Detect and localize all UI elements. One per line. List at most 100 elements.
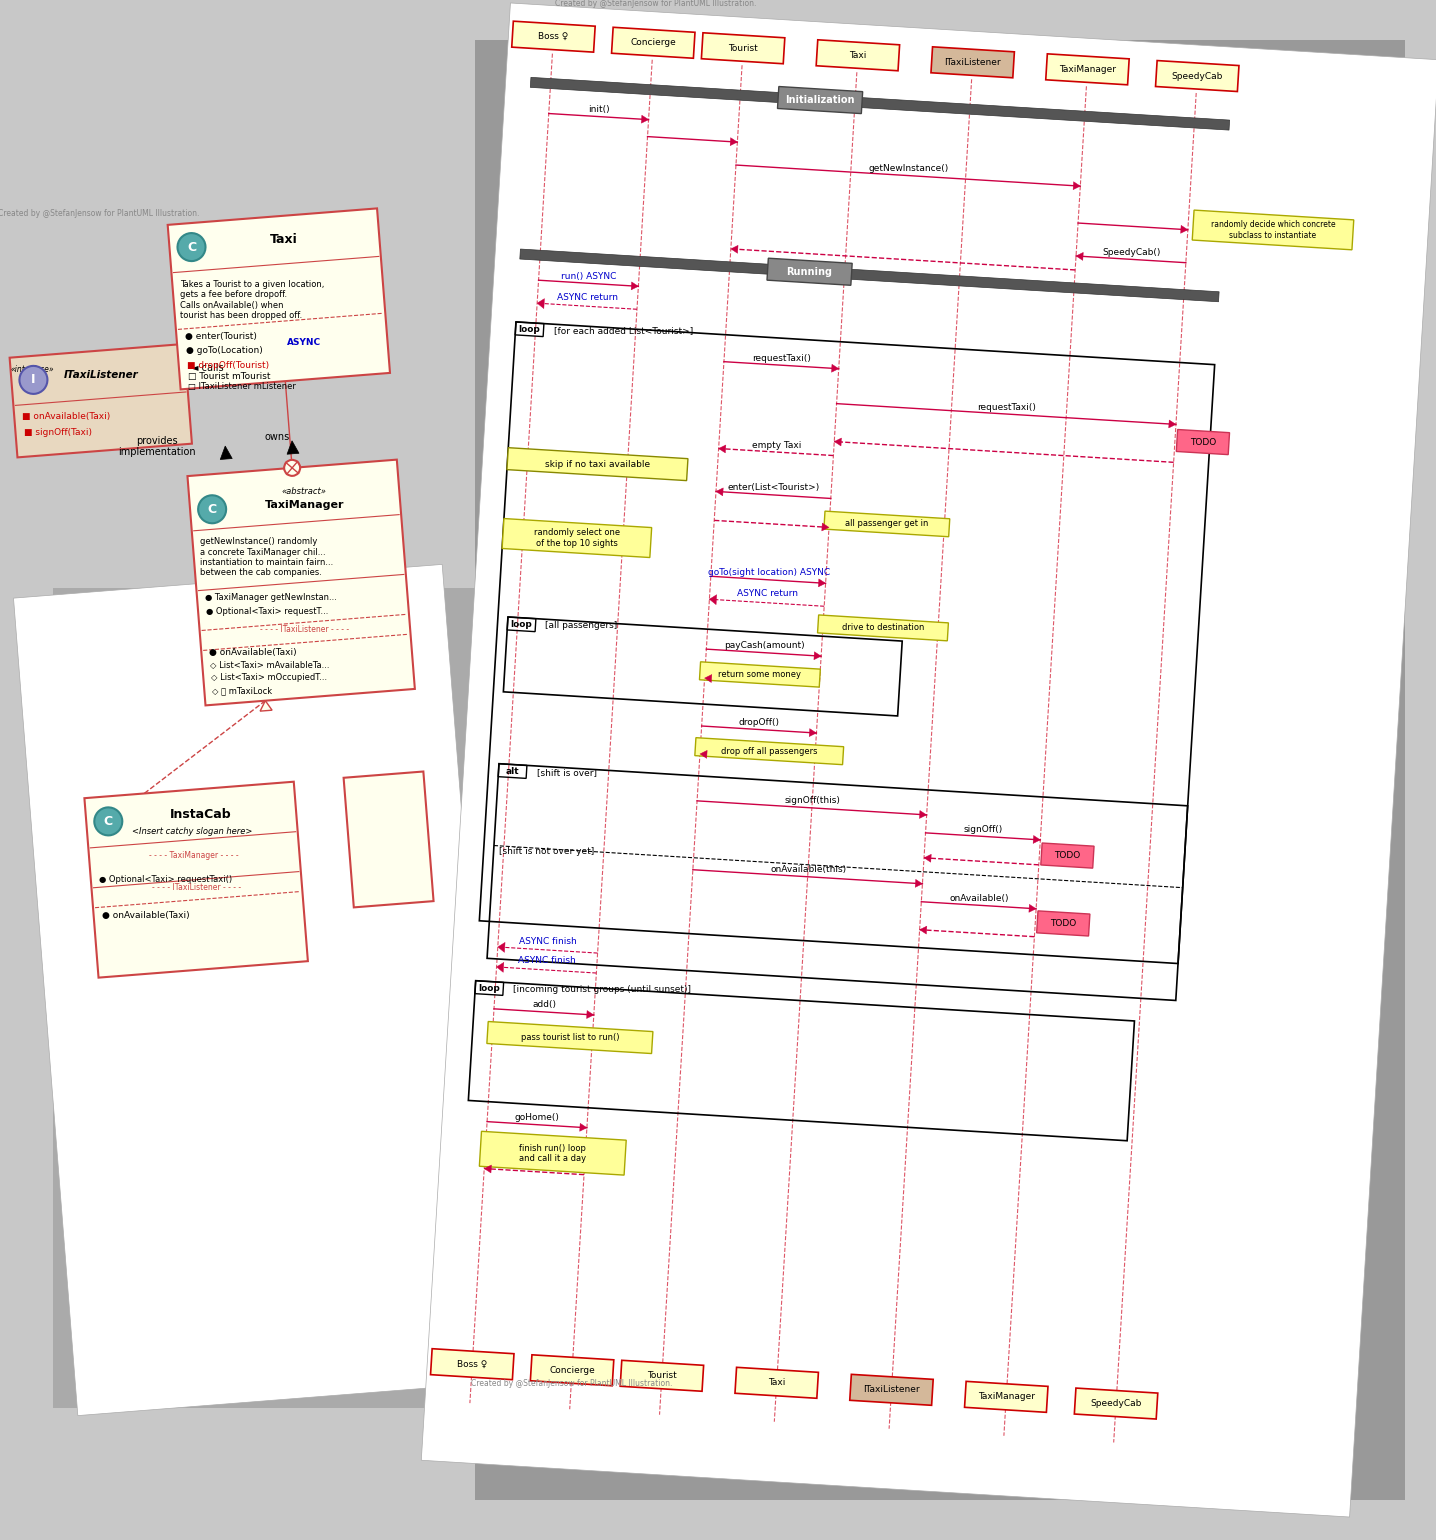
Text: ◇ ⚿ mTaxiLock: ◇ ⚿ mTaxiLock — [213, 687, 273, 696]
Text: I: I — [32, 373, 36, 387]
Bar — [421, 3, 1436, 1517]
Bar — [695, 738, 844, 765]
Polygon shape — [814, 651, 821, 659]
Polygon shape — [810, 728, 817, 736]
Text: dropOff(): dropOff() — [740, 718, 780, 727]
Polygon shape — [586, 1010, 595, 1018]
Bar — [777, 86, 863, 114]
Polygon shape — [834, 437, 841, 447]
Circle shape — [95, 807, 122, 835]
Text: [shift is not over yet]: [shift is not over yet] — [498, 847, 595, 856]
Bar — [487, 1021, 653, 1053]
Polygon shape — [260, 701, 271, 711]
Polygon shape — [642, 116, 649, 123]
Text: finish run() loop
and call it a day: finish run() loop and call it a day — [520, 1144, 586, 1163]
Polygon shape — [484, 1164, 491, 1173]
Text: ● Optional<Taxi> requestTaxi(): ● Optional<Taxi> requestTaxi() — [99, 875, 233, 884]
Text: Taxi: Taxi — [849, 51, 866, 60]
Polygon shape — [497, 962, 504, 972]
Polygon shape — [709, 594, 717, 605]
Text: ITaxiListener: ITaxiListener — [945, 59, 1001, 66]
Text: all passenger get in: all passenger get in — [846, 519, 929, 528]
Polygon shape — [699, 750, 707, 758]
Text: requestTaxi(): requestTaxi() — [752, 354, 811, 363]
Text: TaxiManager: TaxiManager — [1058, 65, 1116, 74]
Bar — [1037, 910, 1090, 936]
Bar — [516, 322, 544, 337]
Text: TaxiManager: TaxiManager — [978, 1392, 1035, 1401]
Bar — [498, 764, 527, 778]
Text: ■ signOff(Taxi): ■ signOff(Taxi) — [23, 428, 92, 437]
Bar — [520, 249, 1219, 302]
Text: return some money: return some money — [718, 670, 801, 679]
Text: □ ITaxiListener mListener: □ ITaxiListener mListener — [188, 382, 296, 391]
Bar — [10, 343, 192, 457]
Text: loop: loop — [518, 325, 540, 334]
Text: ITaxiListener: ITaxiListener — [63, 370, 139, 379]
Bar — [1074, 1388, 1157, 1418]
Polygon shape — [220, 447, 233, 459]
Text: alt: alt — [505, 767, 520, 776]
Text: randomly decide which concrete
subclass to instantiate: randomly decide which concrete subclass … — [1211, 220, 1335, 240]
Bar — [530, 77, 1229, 129]
Text: loop: loop — [511, 619, 533, 628]
Polygon shape — [819, 579, 826, 587]
Text: TODO: TODO — [1050, 919, 1077, 929]
Text: TODO: TODO — [1190, 437, 1216, 447]
Bar — [620, 1360, 704, 1391]
Text: ● enter(Tourist): ● enter(Tourist) — [185, 333, 257, 342]
Text: ● onAvailable(Taxi): ● onAvailable(Taxi) — [210, 648, 297, 658]
Text: provides
implementation: provides implementation — [118, 436, 195, 457]
Text: InstaCab: InstaCab — [171, 807, 231, 821]
Polygon shape — [580, 1123, 587, 1132]
Text: ■ onAvailable(Taxi): ■ onAvailable(Taxi) — [23, 413, 111, 422]
Text: «interface»: «interface» — [11, 365, 55, 374]
Text: Boss ♀: Boss ♀ — [457, 1360, 487, 1369]
Polygon shape — [287, 440, 299, 454]
Text: onAvailable(this): onAvailable(this) — [770, 865, 846, 875]
Bar — [1156, 60, 1239, 91]
Polygon shape — [1073, 182, 1080, 189]
Text: Concierge: Concierge — [630, 38, 676, 48]
Bar — [475, 40, 1404, 1500]
Text: [for each added List<Tourist>]: [for each added List<Tourist>] — [553, 326, 692, 336]
Text: goHome(): goHome() — [516, 1113, 560, 1123]
Bar — [53, 588, 482, 1408]
Polygon shape — [919, 810, 926, 818]
Text: randomly select one
of the top 10 sights: randomly select one of the top 10 sights — [534, 528, 620, 548]
Text: Created by @StefanJensow for PlantUML Illustration.: Created by @StefanJensow for PlantUML Il… — [471, 1378, 672, 1388]
Polygon shape — [915, 879, 922, 887]
Text: skip if no taxi available: skip if no taxi available — [544, 459, 651, 468]
Bar — [701, 32, 785, 63]
Text: pass tourist list to run(): pass tourist list to run() — [521, 1033, 619, 1043]
Bar — [824, 511, 949, 537]
Bar — [735, 1368, 819, 1398]
Text: □ Tourist mTourist: □ Tourist mTourist — [188, 373, 270, 382]
Text: - - - - ITaxiListener - - - -: - - - - ITaxiListener - - - - — [152, 882, 241, 892]
Text: [shift is over]: [shift is over] — [537, 768, 596, 778]
Bar — [1041, 842, 1094, 869]
Text: C: C — [103, 815, 113, 829]
Bar — [468, 981, 1134, 1141]
Text: ASYNC finish: ASYNC finish — [518, 956, 576, 966]
Text: TaxiManager: TaxiManager — [266, 500, 345, 510]
Polygon shape — [1028, 904, 1037, 912]
Text: Takes a Tourist to a given location,
gets a fee before dropoff.
Calls onAvailabl: Takes a Tourist to a given location, get… — [180, 280, 325, 320]
Text: loop: loop — [478, 984, 500, 992]
Text: run() ASYNC: run() ASYNC — [561, 271, 616, 280]
Text: ASYNC return: ASYNC return — [737, 590, 798, 598]
Polygon shape — [498, 942, 505, 952]
Text: add(): add() — [533, 1001, 556, 1009]
Text: ASYNC: ASYNC — [287, 339, 322, 348]
Bar — [1176, 430, 1229, 454]
Polygon shape — [831, 365, 839, 373]
Text: signOff(this): signOff(this) — [784, 796, 840, 805]
Text: ● goTo(Location): ● goTo(Location) — [185, 346, 266, 356]
Polygon shape — [923, 855, 932, 862]
Bar — [431, 1349, 514, 1380]
Text: Created by @StefanJensow for PlantUML Illustration.: Created by @StefanJensow for PlantUML Il… — [0, 208, 200, 217]
Bar — [816, 40, 899, 71]
Polygon shape — [729, 137, 737, 146]
Text: init(): init() — [589, 105, 610, 114]
Text: ● Optional<Taxi> requestT...: ● Optional<Taxi> requestT... — [207, 607, 329, 616]
